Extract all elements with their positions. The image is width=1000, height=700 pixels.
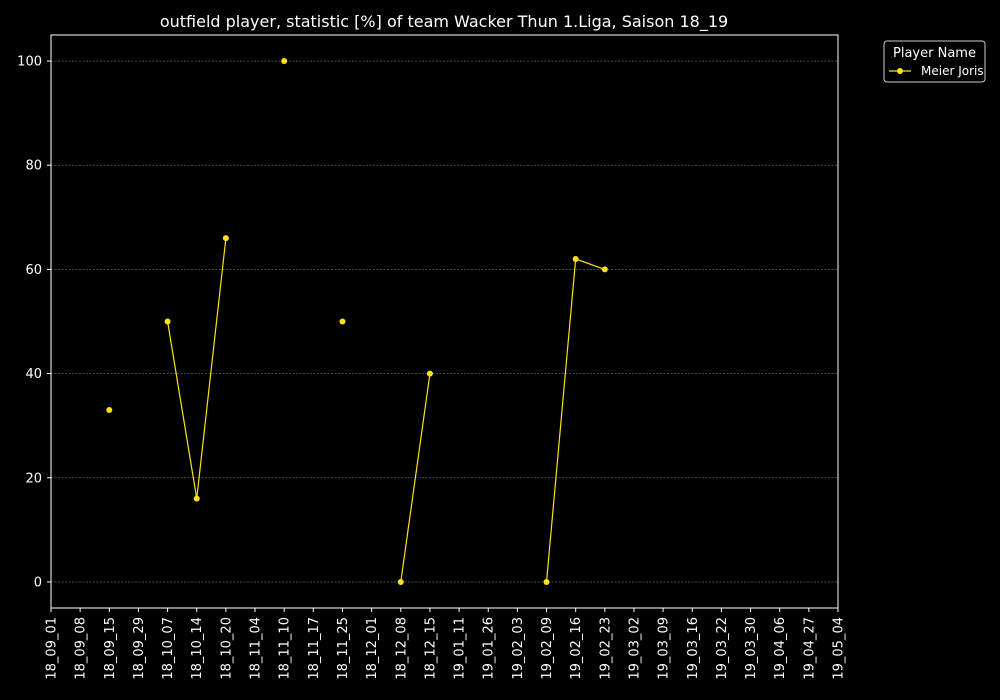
data-point [106, 407, 113, 414]
x-tick-label: 19_02_03 [511, 617, 526, 680]
data-point [426, 370, 433, 377]
series-line-segment [400, 373, 431, 583]
x-tick-label: 19_03_16 [686, 617, 701, 680]
series-line-segment [545, 258, 577, 583]
y-tick-label: 100 [17, 55, 42, 70]
legend-label-meier-joris: Meier Joris [921, 64, 984, 78]
data-point [222, 235, 229, 242]
data-point [164, 318, 171, 325]
data-point [281, 58, 288, 65]
x-tick-label: 18_12_08 [394, 617, 409, 680]
x-tick-label: 19_01_26 [482, 617, 497, 680]
y-tick-label: 40 [25, 367, 42, 382]
legend-box [883, 40, 986, 83]
legend: Player Name Meier Joris [883, 40, 986, 83]
series-meier-joris [106, 58, 608, 585]
x-tick-label: 18_11_04 [249, 617, 264, 680]
x-tick-label: 18_09_29 [132, 617, 147, 680]
x-tick-label: 18_10_07 [161, 617, 176, 680]
x-tick-label: 18_09_08 [74, 617, 89, 680]
series-line-segment [575, 258, 606, 270]
y-tick-label: 80 [25, 159, 42, 174]
x-tick-label: 19_04_06 [773, 617, 788, 680]
x-tick-label: 18_10_20 [219, 617, 234, 680]
legend-title: Player Name [893, 46, 976, 61]
plot-frame [50, 34, 839, 609]
x-tick-label: 19_03_09 [657, 617, 672, 680]
data-point [543, 578, 550, 585]
data-point [339, 318, 346, 325]
x-tick-label: 18_12_15 [423, 617, 438, 680]
x-tick-label: 18_10_14 [190, 617, 205, 680]
series-line-segment [196, 238, 227, 499]
x-tick-label: 18_12_01 [365, 617, 380, 680]
data-point [193, 495, 200, 502]
x-tick-label: 19_02_16 [569, 617, 584, 680]
tick-labels: 0 20 40 60 80 100 18_09_01 18_09_08 18_09_15 18_0… [17, 55, 846, 680]
y-tick-label: 60 [25, 263, 42, 278]
x-tick-label: 19_05_04 [832, 617, 847, 680]
data-point [572, 255, 579, 262]
chart-title: outfield player, statistic [%] of team W… [160, 12, 728, 32]
x-tick-label: 18_11_17 [307, 617, 322, 680]
x-tick-label: 18_11_25 [336, 617, 351, 680]
x-tick-label: 19_04_27 [802, 617, 817, 680]
x-tick-label: 18_09_01 [45, 617, 60, 680]
x-tick-label: 19_03_22 [715, 617, 730, 680]
x-tick-label: 18_11_10 [278, 617, 293, 680]
grid-lines [51, 60, 838, 583]
series-line-segment [167, 321, 198, 499]
data-point [397, 578, 404, 585]
y-tick-label: 0 [34, 575, 42, 590]
x-tick-label: 19_02_23 [598, 617, 613, 680]
x-tick-label: 19_02_09 [540, 617, 555, 680]
x-tick-label: 18_09_15 [103, 617, 118, 680]
y-tick-label: 20 [25, 471, 42, 486]
legend-marker-swatch [897, 68, 903, 74]
axes [47, 34, 839, 612]
x-tick-label: 19_01_11 [453, 617, 468, 680]
x-tick-label: 19_03_02 [627, 617, 642, 680]
data-point [601, 266, 608, 273]
x-tick-label: 19_03_30 [744, 617, 759, 680]
